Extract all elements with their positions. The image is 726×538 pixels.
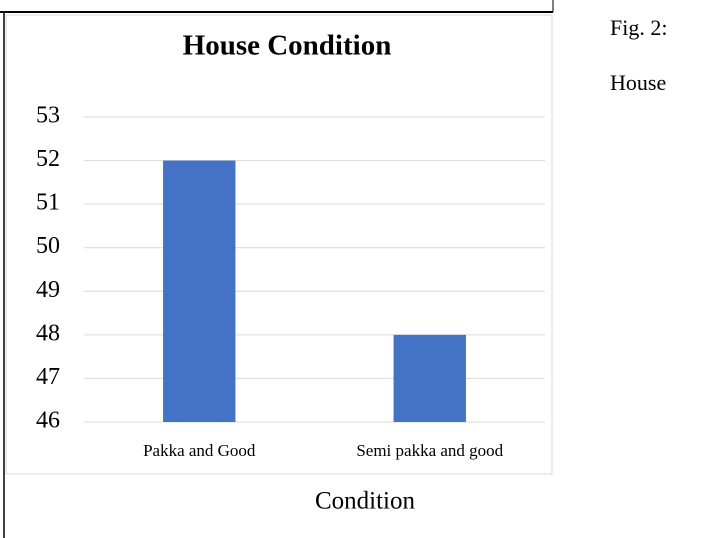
y-tick-label: 49 [36, 277, 60, 303]
y-tick-label: 47 [36, 364, 60, 390]
y-tick-label: 51 [36, 190, 60, 216]
y-tick-label: 53 [36, 103, 60, 129]
bar [163, 160, 236, 423]
bar [393, 334, 466, 422]
chart-frame [5, 14, 553, 475]
x-tick-label: Pakka and Good [143, 441, 256, 460]
y-tick-label: 50 [36, 233, 60, 259]
y-tick-label: 46 [36, 408, 60, 434]
caption: House [610, 70, 666, 95]
y-tick-label: 52 [36, 146, 60, 172]
x-axis-label: Condition [315, 488, 416, 515]
chart-title: House Condition [183, 30, 392, 62]
x-tick-label: Semi pakka and good [356, 441, 503, 460]
y-tick-label: 48 [36, 320, 60, 346]
caption: Fig. 2: [610, 15, 667, 40]
